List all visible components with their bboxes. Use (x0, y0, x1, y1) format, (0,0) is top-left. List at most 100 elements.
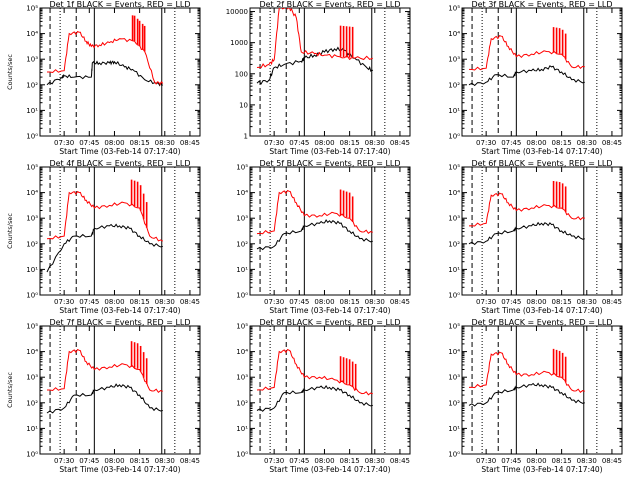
panel-8: Det 8f BLACK = Events, RED = LLD 10⁰ 10¹ 10… (236, 318, 411, 474)
x-tick-label: 07:30 (476, 298, 496, 306)
y-tick-label: 10² (448, 81, 460, 89)
x-tick-label: 08:00 (526, 139, 546, 147)
x-tick-label: 07:45 (79, 139, 99, 147)
x-tick-label: 08:00 (314, 298, 334, 306)
x-tick-label: 08:30 (577, 298, 597, 306)
x-axis-label: Start Time (03-Feb-14 07:17:40) (481, 147, 602, 156)
x-tick-label: 08:30 (365, 139, 385, 147)
x-tick-label: 07:30 (264, 298, 284, 306)
y-tick-label: 10⁰ (448, 133, 460, 141)
events-series-line (46, 223, 163, 273)
x-tick-label: 08:15 (130, 298, 150, 306)
panel-title: Det 1f BLACK = Events, RED = LLD (49, 0, 190, 9)
x-tick-label: 08:30 (577, 457, 597, 465)
panel-4: Det 4f BLACK = Events, RED = LLD 10⁰ 10¹ 10… (6, 159, 201, 315)
panel-3: Det 3f BLACK = Events, RED = LLD 10⁰ 10¹ 10… (448, 0, 623, 156)
x-tick-label: 07:45 (79, 298, 99, 306)
x-tick-label: 08:15 (552, 139, 572, 147)
x-tick-label: 07:30 (54, 457, 74, 465)
x-tick-label: 08:45 (180, 457, 200, 465)
x-tick-label: 08:45 (390, 139, 410, 147)
y-tick-label: 10³ (26, 56, 38, 64)
y-tick-label: 10² (236, 240, 248, 248)
y-tick-label: 10 (239, 101, 248, 109)
y-tick-label: 10⁴ (236, 348, 248, 356)
y-tick-label: 10⁴ (236, 189, 248, 197)
x-tick-label: 08:45 (602, 139, 622, 147)
y-tick-label: 10³ (448, 215, 460, 223)
x-axis-label: Start Time (03-Feb-14 07:17:40) (59, 465, 180, 474)
y-axis-label: Counts/sec (6, 54, 14, 90)
x-tick-label: 08:15 (130, 139, 150, 147)
panel-title: Det 3f BLACK = Events, RED = LLD (471, 0, 612, 9)
y-tick-label: 100 (235, 70, 248, 78)
events-series-line (256, 384, 373, 412)
y-tick-label: 10² (26, 81, 38, 89)
y-tick-label: 10² (448, 240, 460, 248)
y-tick-label: 10¹ (236, 266, 248, 274)
plot-frame (249, 166, 411, 296)
plot-frame (39, 325, 201, 455)
y-tick-label: 10³ (26, 374, 38, 382)
events-series-line (256, 219, 373, 251)
x-tick-label: 08:15 (340, 139, 360, 147)
lld-series-line (256, 189, 373, 235)
y-axis-label: Counts/sec (6, 372, 14, 408)
y-tick-label: 10¹ (448, 425, 460, 433)
y-tick-label: 10⁵ (236, 323, 248, 331)
y-tick-label: 10¹ (26, 266, 38, 274)
panel-9: Det 9f BLACK = Events, RED = LLD 10⁰ 10¹ 10… (448, 318, 623, 474)
y-tick-label: 1 (244, 133, 248, 141)
x-tick-label: 08:45 (180, 139, 200, 147)
events-series-line (468, 65, 585, 87)
y-tick-label: 10⁰ (26, 292, 38, 300)
y-tick-label: 10¹ (26, 107, 38, 115)
panel-title: Det 4f BLACK = Events, RED = LLD (49, 159, 190, 168)
x-tick-label: 08:15 (552, 457, 572, 465)
y-tick-label: 10⁵ (448, 5, 460, 13)
y-tick-label: 10⁵ (236, 164, 248, 172)
x-axis-label: Start Time (03-Feb-14 07:17:40) (269, 147, 390, 156)
y-tick-label: 1000 (230, 39, 248, 47)
x-tick-label: 08:15 (340, 298, 360, 306)
y-tick-label: 10⁵ (448, 164, 460, 172)
x-tick-label: 08:15 (340, 457, 360, 465)
y-tick-label: 10⁴ (26, 348, 38, 356)
x-tick-label: 07:45 (501, 298, 521, 306)
y-tick-label: 10⁵ (26, 5, 38, 13)
x-tick-label: 07:45 (289, 298, 309, 306)
panel-title: Det 2f BLACK = Events, RED = LLD (259, 0, 400, 9)
plot-frame (461, 7, 623, 137)
x-tick-label: 07:45 (79, 457, 99, 465)
y-tick-label: 10000 (226, 8, 248, 16)
x-tick-label: 07:30 (54, 139, 74, 147)
x-tick-label: 07:45 (501, 457, 521, 465)
x-tick-label: 08:00 (104, 457, 124, 465)
x-tick-label: 07:30 (54, 298, 74, 306)
events-series-line (46, 60, 164, 87)
y-tick-label: 10³ (236, 374, 248, 382)
x-tick-label: 07:30 (476, 139, 496, 147)
panel-7: Det 7f BLACK = Events, RED = LLD 10⁰ 10¹ 10… (6, 318, 201, 474)
x-tick-label: 08:00 (104, 139, 124, 147)
x-tick-label: 08:45 (390, 457, 410, 465)
panel-title: Det 7f BLACK = Events, RED = LLD (49, 318, 190, 327)
y-tick-label: 10⁴ (448, 348, 460, 356)
lld-series-line (46, 190, 164, 242)
y-tick-label: 10⁰ (236, 292, 248, 300)
x-tick-label: 08:30 (365, 298, 385, 306)
y-tick-label: 10⁰ (236, 451, 248, 459)
y-tick-label: 10⁰ (26, 451, 38, 459)
y-tick-label: 10² (448, 399, 460, 407)
x-axis-label: Start Time (03-Feb-14 07:17:40) (269, 465, 390, 474)
events-series-line (468, 382, 585, 407)
y-tick-label: 10⁵ (26, 164, 38, 172)
events-series-line (46, 383, 163, 414)
plot-frame (39, 166, 201, 296)
events-series-line (468, 221, 585, 246)
y-tick-label: 10² (236, 399, 248, 407)
y-tick-label: 10³ (448, 374, 460, 382)
x-tick-label: 07:45 (289, 139, 309, 147)
plot-frame (461, 325, 623, 455)
panel-5: Det 5f BLACK = Events, RED = LLD 10⁰ 10¹ 10… (236, 159, 411, 315)
